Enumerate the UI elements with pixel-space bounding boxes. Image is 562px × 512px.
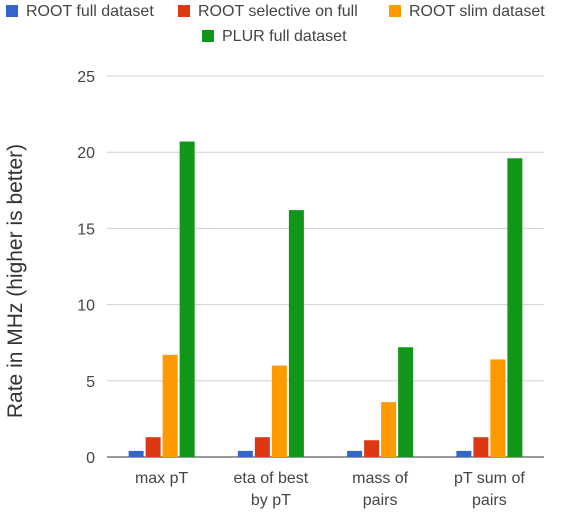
y-tick-label: 0 <box>86 450 95 467</box>
y-axis-ticks: 0 5 10 15 20 25 <box>77 69 95 467</box>
legend-swatch <box>202 30 214 42</box>
bar <box>507 158 523 457</box>
x-category-label: max pT <box>135 470 189 487</box>
x-axis-categories: max pT eta of best by pT mass of pairs pT sum… <box>135 470 525 509</box>
bar <box>398 347 414 457</box>
bar <box>456 450 472 457</box>
bar <box>179 141 195 458</box>
bar <box>145 437 161 457</box>
legend-label: PLUR full dataset <box>222 28 347 45</box>
legend-swatch <box>389 5 401 17</box>
x-category-label: eta of best by pT <box>234 470 309 509</box>
bar <box>490 359 506 457</box>
x-category-label: pT sum of pairs <box>454 470 525 509</box>
bar <box>271 365 287 457</box>
bar <box>254 437 270 457</box>
x-category-label: mass of pairs <box>352 470 409 509</box>
y-tick-label: 5 <box>86 374 95 391</box>
bar <box>473 437 489 457</box>
bar <box>128 450 144 457</box>
y-tick-label: 20 <box>77 145 95 162</box>
bar <box>237 450 253 457</box>
y-axis-label: Rate in MHz (higher is better) <box>4 144 27 418</box>
bars <box>128 141 523 458</box>
bar <box>381 402 397 457</box>
legend-label: ROOT full dataset <box>26 3 154 20</box>
legend: ROOT full dataset ROOT selective on full R… <box>6 3 545 45</box>
bar <box>347 450 363 457</box>
bar <box>162 354 178 457</box>
bar <box>288 210 304 457</box>
y-tick-label: 10 <box>77 298 95 315</box>
legend-label: ROOT slim dataset <box>409 3 545 20</box>
legend-label: ROOT selective on full <box>198 3 358 20</box>
y-tick-label: 15 <box>77 221 95 238</box>
legend-swatch <box>178 5 190 17</box>
y-tick-label: 25 <box>77 69 95 86</box>
legend-swatch <box>6 5 18 17</box>
bar <box>364 440 380 457</box>
